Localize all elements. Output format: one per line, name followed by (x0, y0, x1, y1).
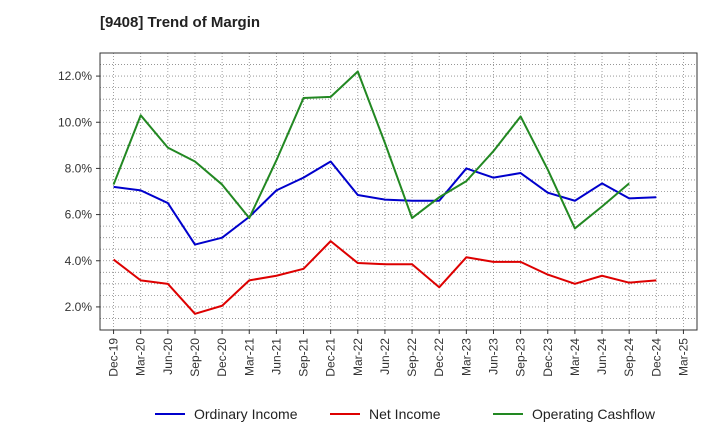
y-tick-label: 4.0% (65, 254, 93, 268)
x-tick-label: Dec-19 (107, 338, 121, 377)
x-tick-label: Sep-23 (514, 338, 528, 377)
series-lines (112, 70, 657, 315)
plot-frame (99, 52, 698, 331)
x-tick-label: Dec-20 (215, 338, 229, 377)
x-tick-label: Sep-22 (405, 338, 419, 377)
legend-label-ordinary-income: Ordinary Income (194, 406, 298, 422)
legend-label-operating-cashflow: Operating Cashflow (532, 406, 656, 422)
x-tick-label: Mar-22 (351, 338, 365, 376)
x-tick-label: Jun-21 (269, 338, 283, 375)
x-tick-label: Sep-24 (622, 338, 636, 377)
x-tick-label: Mar-25 (676, 338, 690, 376)
x-tick-label: Dec-24 (649, 338, 663, 377)
x-tick-label: Jun-20 (161, 338, 175, 375)
x-tick-label: Jun-24 (595, 338, 609, 375)
x-tick-label: Mar-20 (134, 338, 148, 376)
x-axis-ticks: Dec-19 Mar-20 Jun-20 Sep-20 Dec-20 Mar-21 Jun-… (107, 330, 690, 377)
x-tick-label: Sep-20 (188, 338, 202, 377)
legend-label-net-income: Net Income (369, 406, 441, 422)
x-tick-label: Jun-22 (378, 338, 392, 375)
x-tick-label: Dec-23 (541, 338, 555, 377)
x-tick-label: Mar-24 (568, 338, 582, 376)
y-tick-label: 10.0% (58, 115, 92, 129)
y-tick-label: 8.0% (65, 161, 93, 175)
chart-title: [9408] Trend of Margin (100, 14, 261, 31)
x-tick-label: Mar-23 (459, 338, 473, 376)
y-tick-label: 6.0% (65, 208, 93, 222)
series-line-ordinary-income (113, 160, 657, 246)
series-line-operating-cashflow (112, 70, 630, 230)
series-line-net-income (112, 240, 657, 315)
x-tick-label: Sep-21 (297, 338, 311, 377)
y-axis-ticks: 2.0% 4.0% 6.0% 8.0% 10.0% 12.0% (58, 69, 100, 314)
x-tick-label: Mar-21 (242, 338, 256, 376)
y-tick-label: 12.0% (58, 69, 92, 83)
x-tick-label: Jun-23 (486, 338, 500, 375)
y-tick-label: 2.0% (65, 300, 93, 314)
x-tick-label: Dec-22 (432, 338, 446, 377)
grid (100, 53, 697, 330)
x-tick-label: Dec-21 (324, 338, 338, 377)
legend: Ordinary Income Net Income Operating Cashf… (155, 406, 656, 422)
